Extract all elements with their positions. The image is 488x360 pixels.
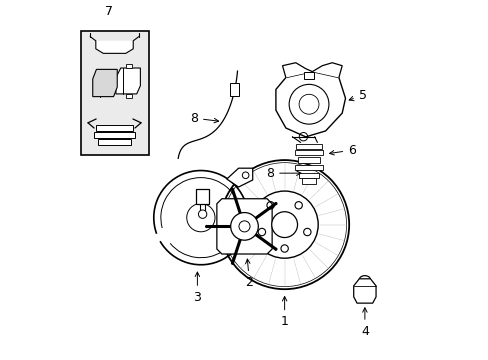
Polygon shape	[282, 63, 312, 77]
Text: 1: 1	[280, 297, 288, 328]
Text: 8: 8	[190, 112, 218, 125]
Bar	[196, 189, 208, 204]
Bar	[96, 125, 133, 131]
Bar	[299, 172, 318, 178]
Circle shape	[288, 84, 328, 124]
Text: 3: 3	[193, 272, 201, 304]
Polygon shape	[312, 63, 342, 77]
Bar	[302, 178, 315, 184]
Bar	[304, 72, 313, 79]
Circle shape	[239, 221, 249, 232]
Bar	[98, 139, 131, 145]
Bar	[230, 84, 239, 96]
Polygon shape	[353, 279, 375, 303]
Text: 7: 7	[105, 5, 113, 18]
Text: 6: 6	[329, 144, 355, 157]
Text: 2: 2	[245, 259, 253, 289]
Text: 4: 4	[360, 308, 368, 338]
Bar	[81, 31, 148, 155]
Bar	[94, 132, 135, 138]
Polygon shape	[96, 41, 133, 53]
Bar	[296, 144, 321, 149]
Bar	[294, 165, 323, 170]
Polygon shape	[216, 199, 272, 254]
Polygon shape	[116, 68, 140, 94]
Bar	[297, 157, 320, 163]
Circle shape	[271, 212, 297, 238]
Polygon shape	[275, 72, 345, 137]
Circle shape	[230, 212, 258, 240]
Text: 5: 5	[348, 89, 366, 102]
Text: 8: 8	[265, 167, 301, 180]
Polygon shape	[93, 69, 117, 96]
Bar	[125, 64, 132, 68]
Bar	[294, 149, 323, 155]
Polygon shape	[226, 168, 252, 187]
Bar	[125, 94, 132, 98]
